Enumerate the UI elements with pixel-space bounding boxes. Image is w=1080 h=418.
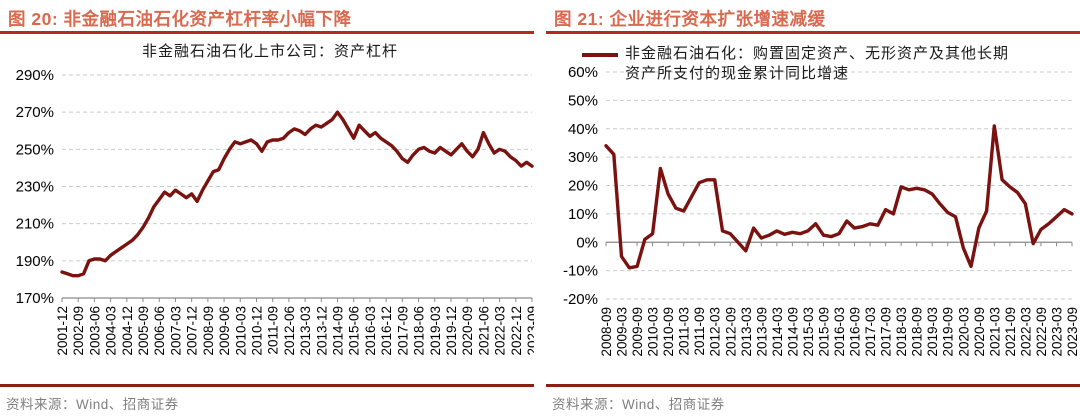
x-tick-label: 2023-03 xyxy=(1049,307,1064,357)
y-tick-label: 30% xyxy=(568,149,598,166)
figure-21-source-row: 资料来源：Wind、招商证券 xyxy=(546,384,1080,418)
x-tick-label: 2001-12 xyxy=(55,306,70,356)
x-tick-label: 2019-03 xyxy=(428,306,443,356)
x-tick-label: 2016-09 xyxy=(848,307,863,357)
x-tick-label: 2017-03 xyxy=(863,307,878,357)
x-tick-label: 2012-09 xyxy=(723,307,738,357)
x-tick-label: 2020-09 xyxy=(972,307,987,357)
figure-20-line-chart: 290% 270% 250% 230% 210% 190% 170%2001-12 2002-… xyxy=(16,67,534,356)
x-tick-label: 2005-09 xyxy=(136,306,151,356)
x-tick-label: 2007-03 xyxy=(168,306,183,356)
x-tick-label: 2012-06 xyxy=(282,306,297,356)
x-tick-label: 2023-09 xyxy=(1065,307,1080,357)
y-tick-label: 230% xyxy=(16,179,54,196)
figure-21-chart-box: 非金融石油石化：购置固定资产、无形资产及其他长期资产所支付的现金累计同比增速 6… xyxy=(546,34,1080,383)
figure-21-title: 图 21: 企业进行资本扩张增速减缓 xyxy=(546,0,1080,34)
y-tick-label: 290% xyxy=(16,67,54,84)
figure-20-chart-subtitle: 非金融石油石化上市公司：资产杠杆 xyxy=(141,43,398,60)
x-tick-label: 2013-03 xyxy=(739,307,754,357)
y-tick-label: 190% xyxy=(16,253,54,270)
x-tick-label: 2011-09 xyxy=(692,307,707,356)
y-tick-label: -20% xyxy=(563,291,598,308)
x-tick-label: 2014-09 xyxy=(785,307,800,357)
x-tick-label: 2021-09 xyxy=(1003,307,1018,357)
x-tick-label: 2022-12 xyxy=(509,306,524,356)
figure-20-title: 图 20: 非金融石油石化资产杠杆率小幅下降 xyxy=(0,0,534,34)
legend-line-swatch xyxy=(582,53,618,57)
y-tick-label: 170% xyxy=(16,290,54,307)
x-tick-label: 2006-06 xyxy=(152,306,167,356)
x-tick-label: 2021-03 xyxy=(987,307,1002,357)
y-tick-label: 210% xyxy=(16,216,54,233)
x-tick-label: 2003-06 xyxy=(87,306,102,356)
x-tick-label: 2008-09 xyxy=(599,307,614,357)
x-tick-label: 2013-03 xyxy=(298,306,313,356)
x-tick-label: 2019-03 xyxy=(925,307,940,357)
y-tick-label: 270% xyxy=(16,104,54,121)
x-tick-label: 2009-06 xyxy=(217,306,232,356)
y-tick-label: 60% xyxy=(568,64,598,81)
x-tick-label: 2014-03 xyxy=(770,307,785,357)
x-tick-label: 2008-09 xyxy=(201,306,216,356)
y-tick-label: 50% xyxy=(568,92,598,109)
x-tick-label: 2004-03 xyxy=(104,306,119,356)
x-tick-label: 2010-03 xyxy=(646,307,661,357)
figure-20-source: 资料来源：Wind、招商证券 xyxy=(6,397,179,412)
figure-20-panel: 图 20: 非金融石油石化资产杠杆率小幅下降 非金融石油石化上市公司：资产杠杆 … xyxy=(0,0,534,418)
x-tick-label: 2021-06 xyxy=(476,306,491,356)
x-tick-label: 2017-09 xyxy=(395,306,410,356)
x-tick-label: 2022-03 xyxy=(493,306,508,356)
x-tick-label: 2010-03 xyxy=(233,306,248,356)
x-tick-label: 2016-03 xyxy=(363,306,378,356)
x-tick-label: 2019-12 xyxy=(444,306,459,356)
x-tick-label: 2010-09 xyxy=(661,307,676,357)
y-tick-label: 40% xyxy=(568,121,598,138)
y-tick-label: 10% xyxy=(568,206,598,223)
x-tick-label: 2010-12 xyxy=(249,306,264,356)
x-tick-label: 2023-09 xyxy=(525,306,534,356)
x-tick-label: 2014-09 xyxy=(331,306,346,356)
x-tick-label: 2022-09 xyxy=(1034,307,1049,357)
figure-21-source: 资料来源：Wind、招商证券 xyxy=(552,397,725,412)
x-tick-label: 2007-12 xyxy=(185,306,200,356)
x-tick-label: 2018-03 xyxy=(894,307,909,357)
x-tick-label: 2009-09 xyxy=(630,307,645,357)
figure-20-chart-box: 非金融石油石化上市公司：资产杠杆 290% 270% 250% 230% 210% 190… xyxy=(0,34,534,383)
x-tick-label: 2009-03 xyxy=(615,307,630,357)
y-tick-label: 0% xyxy=(576,234,598,251)
x-tick-label: 2016-03 xyxy=(832,307,847,357)
figure-21-line-chart: 60%50%40%30%20%10%0%-10%-20%2008-09 2009-… xyxy=(563,64,1080,357)
x-tick-label: 2013-09 xyxy=(754,307,769,357)
legend-series-label: 非金融石油石化：购置固定资产、无形资产及其他长期资产所支付的现金累计同比增速 xyxy=(625,45,1010,82)
asset-leverage-line xyxy=(60,110,534,278)
capex-growth-line xyxy=(604,124,1074,270)
x-tick-label: 2019-09 xyxy=(941,307,956,357)
figure-20-source-row: 资料来源：Wind、招商证券 xyxy=(0,384,534,418)
figure-21-panel: 图 21: 企业进行资本扩张增速减缓 非金融石油石化：购置固定资产、无形资产及其… xyxy=(546,0,1080,418)
x-tick-label: 2011-09 xyxy=(266,306,281,355)
y-tick-label: 250% xyxy=(16,141,54,158)
x-tick-label: 2015-09 xyxy=(816,307,831,357)
y-tick-label: -10% xyxy=(563,263,598,280)
x-tick-label: 2011-03 xyxy=(677,307,692,356)
x-tick-label: 2018-09 xyxy=(910,307,925,357)
x-tick-label: 2004-12 xyxy=(120,306,135,356)
x-tick-label: 2020-09 xyxy=(460,306,475,356)
figure-21-legend: 非金融石油石化：购置固定资产、无形资产及其他长期资产所支付的现金累计同比增速 xyxy=(582,44,1052,84)
x-tick-label: 2015-03 xyxy=(801,307,816,357)
x-tick-label: 2012-03 xyxy=(708,307,723,357)
x-tick-label: 2013-12 xyxy=(314,306,329,356)
x-tick-label: 2022-03 xyxy=(1018,307,1033,357)
x-tick-label: 2018-06 xyxy=(412,306,427,356)
x-tick-label: 2020-03 xyxy=(956,307,971,357)
x-tick-label: 2016-12 xyxy=(379,306,394,356)
x-tick-label: 2002-09 xyxy=(71,306,86,356)
x-tick-label: 2015-06 xyxy=(347,306,362,356)
y-tick-label: 20% xyxy=(568,178,598,195)
x-tick-label: 2017-09 xyxy=(879,307,894,357)
